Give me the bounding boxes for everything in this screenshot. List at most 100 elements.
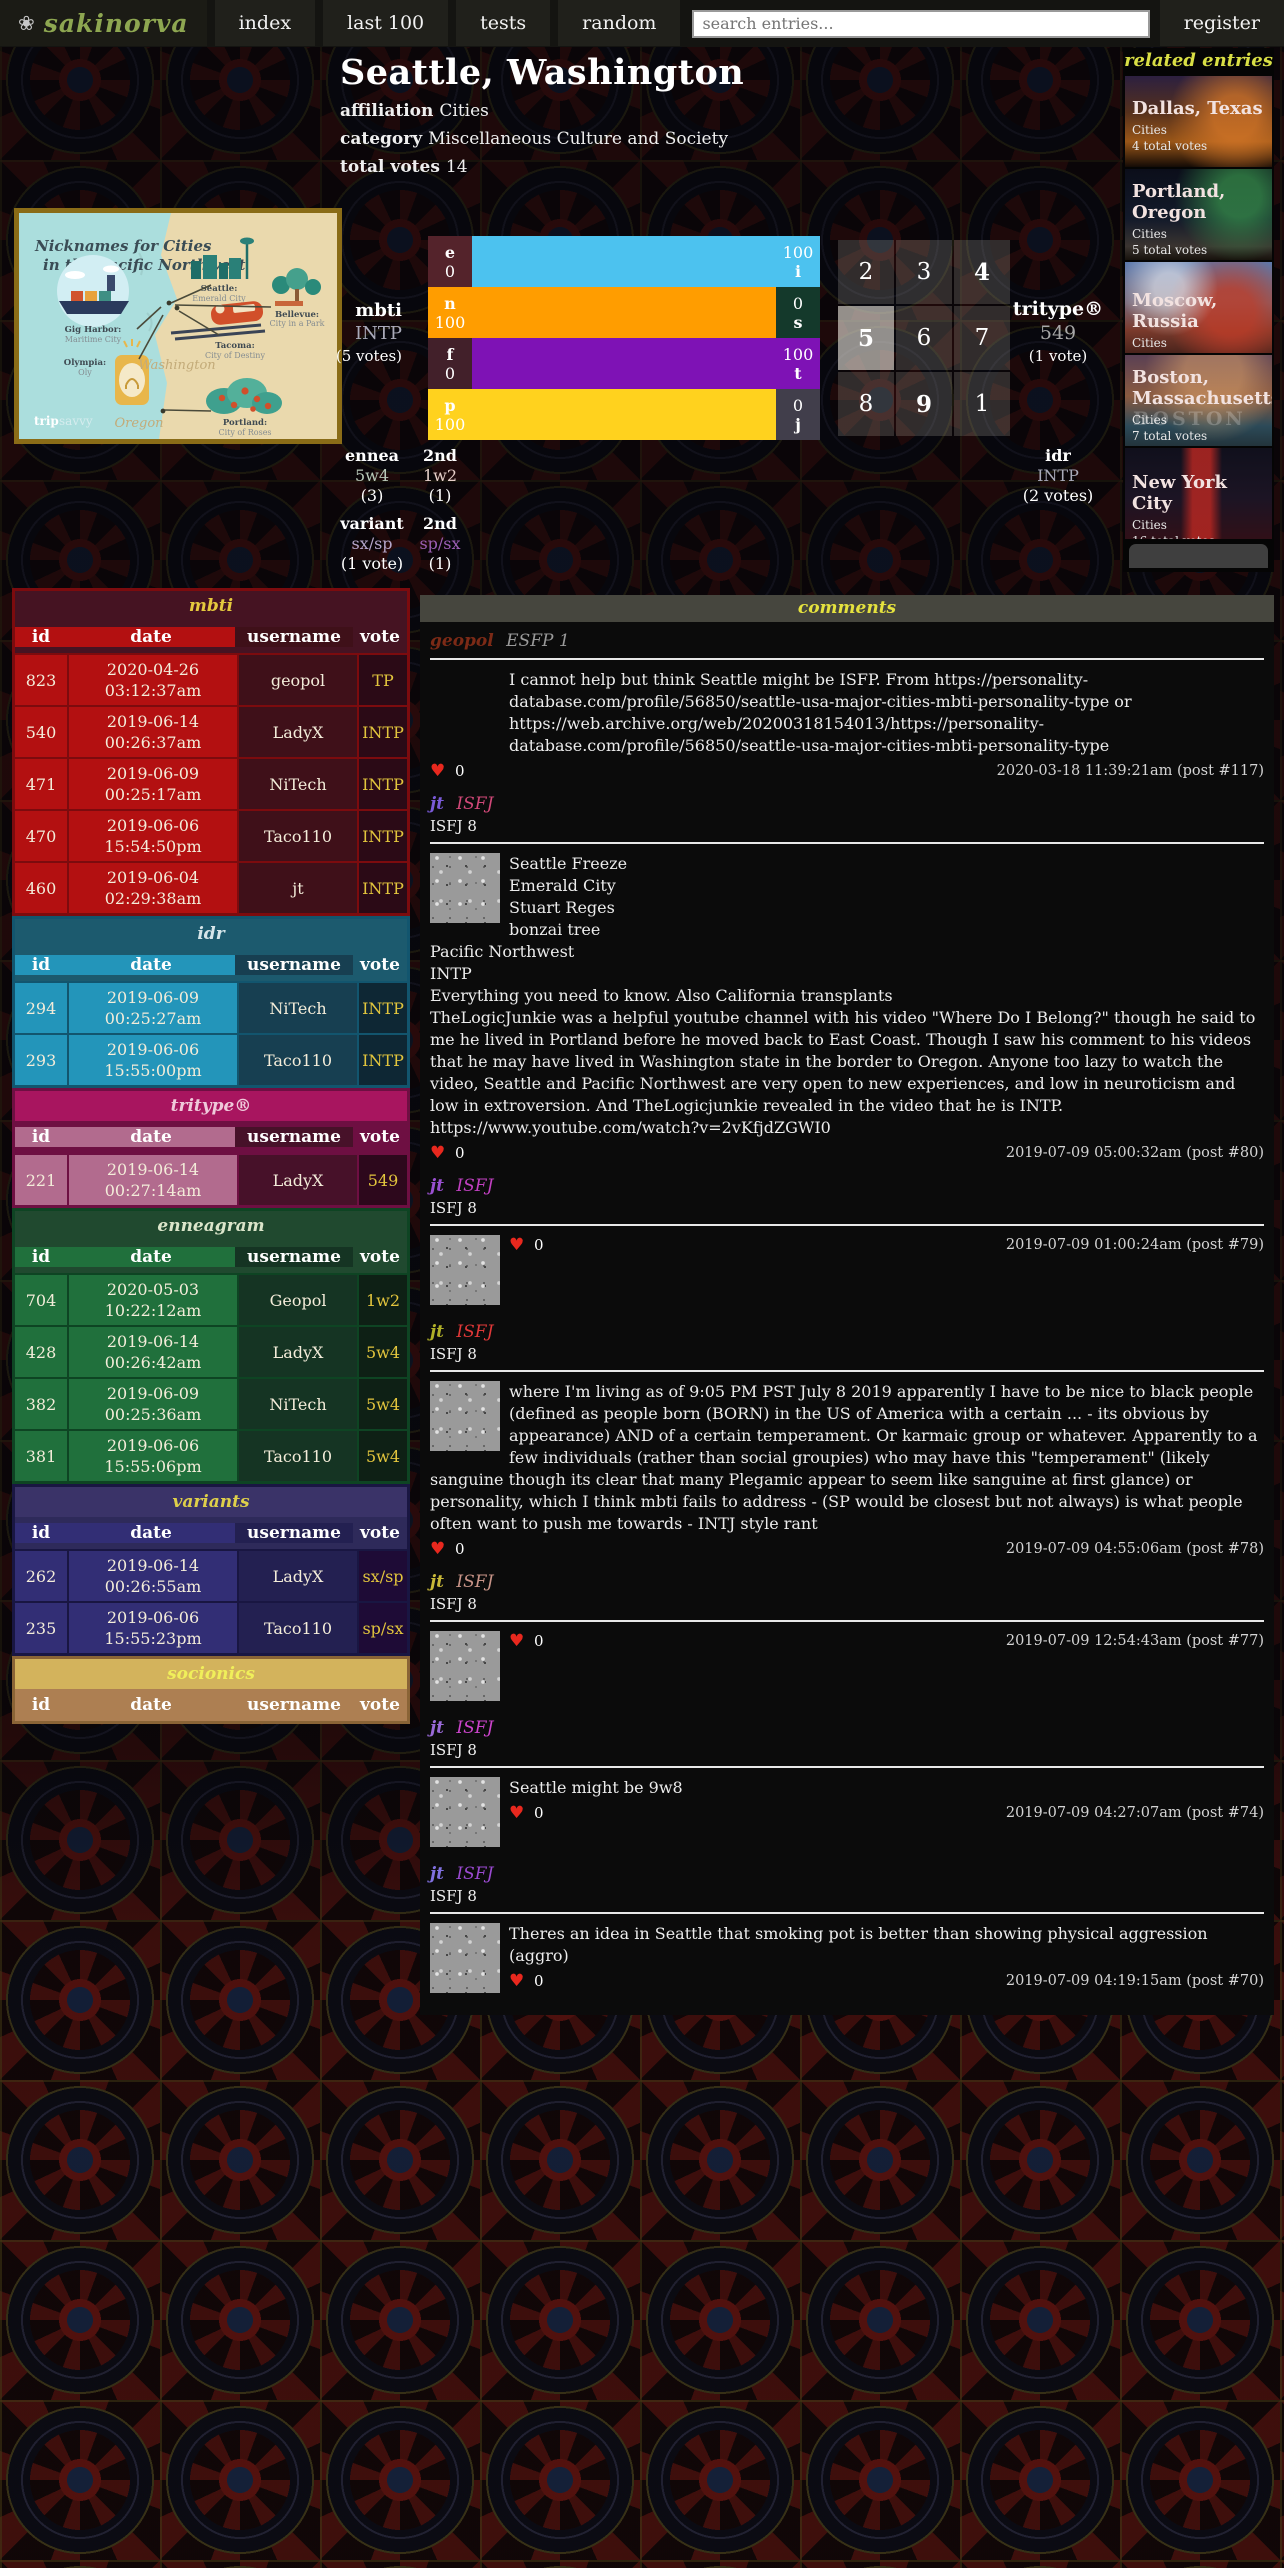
comment-user-type: ESFP 1 [506,631,570,651]
comment-divider [430,1766,1264,1768]
comment-divider [430,658,1264,660]
comment-username[interactable]: jt [430,1718,445,1738]
comment: geopol ESFP 1 I cannot help but think Se… [420,622,1274,785]
table-row: 294 2019-06-09 00:25:27am NiTech INTP [15,981,407,1033]
like-count: 0 [534,1804,544,1822]
svg-text:Portland:: Portland: [223,418,267,428]
svg-text:City of Roses: City of Roses [218,428,271,437]
comment-username[interactable]: jt [430,1572,445,1592]
comment-user-subtype: ISFJ 8 [430,1595,477,1613]
svg-text:Seattle:: Seattle: [201,284,238,294]
comment-timestamp: 2019-07-09 01:00:24am (post #79) [1005,1237,1264,1253]
comment: jt ISFJ ISFJ 8 ♥ 0 2019-07-09 01:00:24am… [420,1167,1274,1313]
svg-text:Maritime City: Maritime City [65,335,122,344]
grid-cell-2: 2 [838,240,894,304]
nav-item-last-100[interactable]: last 100 [323,0,449,46]
comment-divider [430,1224,1264,1226]
logo[interactable]: ❀ sakinorva [0,0,207,46]
tritype-grid: 2 3 4 5 6 7 8 9 1 [838,240,1010,436]
svg-text:savvy: savvy [59,414,93,428]
table-enneagram: enneagram id date username vote 704 2020-05-… [12,1208,410,1484]
like-count: 0 [455,762,465,780]
comment-username[interactable]: geopol [430,631,494,651]
heart-icon[interactable]: ♥ [509,1631,525,1651]
comment-user-type: ISFJ [456,1176,494,1196]
comment-body: Seattle Freeze Emerald City Stuart Reges… [430,854,1256,1137]
comment-timestamp: 2019-07-09 04:55:06am (post #78) [1005,1541,1264,1557]
comment-user-subtype: ISFJ 8 [430,1887,477,1905]
heart-icon[interactable]: ♥ [509,1803,525,1823]
table-row: 235 2019-06-06 15:55:23pm Taco110 sp/sx [15,1601,407,1653]
mbti-result: INTP [355,323,402,344]
related-card-new-york[interactable]: New York City Cities 16 total votes [1125,448,1272,539]
comment-user-type: ISFJ [456,794,494,814]
comment-username[interactable]: jt [430,1864,445,1884]
comment: jt ISFJ ISFJ 8 Seattle might be 9w8 ♥ 0 … [420,1709,1274,1855]
stat-ennea-2nd: 2nd 1w2 (1) [422,446,458,505]
search-input[interactable] [692,9,1150,38]
table-row: 470 2019-06-06 15:54:50pm Taco110 INTP [15,809,407,861]
nav-item-index[interactable]: index [214,0,316,46]
related-footer-bar [1129,544,1268,568]
nav-item-tests[interactable]: tests [456,0,551,46]
comment-username[interactable]: jt [430,1322,445,1342]
related-card-moscow[interactable]: Moscow, Russia Cities 0 total votes [1125,262,1272,353]
entry-header: Seattle, Washington affiliation Cities ca… [340,52,744,177]
related-card-portland[interactable]: Portland, Oregon Cities 5 total votes [1125,169,1272,260]
gig-harbor-illustration [57,255,129,327]
table-row: 428 2019-06-14 00:26:42am LadyX 5w4 [15,1325,407,1377]
comment-timestamp: 2019-07-09 04:27:07am (post #74) [1005,1805,1264,1821]
comment-divider [430,1620,1264,1622]
avatar [430,1235,500,1305]
heart-icon[interactable]: ♥ [430,761,446,781]
comment-divider [430,1912,1264,1914]
comments-title: comments [420,595,1274,622]
like-count: 0 [534,1236,544,1254]
heart-icon[interactable]: ♥ [430,1143,446,1163]
register-button[interactable]: register [1159,0,1284,46]
tritype-label: tritype® 549 (1 vote) [1002,298,1114,365]
comment: jt ISFJ ISFJ 8 ♥ 0 2019-07-09 12:54:43am… [420,1563,1274,1709]
comment-timestamp: 2020-03-18 11:39:21am (post #117) [996,763,1264,779]
comment-username[interactable]: jt [430,794,445,814]
heart-icon[interactable]: ♥ [509,1971,525,1991]
ns-bar [472,287,776,338]
table-tritype: tritype® id date username vote 221 2019-06-1… [12,1088,410,1208]
table-variants: variants id date username vote 262 2019-06-1… [12,1484,410,1656]
boston-watermark: BOSTON [1133,408,1246,430]
comment-user-type: ISFJ [456,1718,494,1738]
comment-divider [430,842,1264,844]
page-title: Seattle, Washington [340,52,745,93]
heart-icon[interactable]: ♥ [430,1539,446,1559]
grid-cell-5: 5 [838,306,894,370]
grid-cell-4: 4 [954,240,1010,304]
comments-panel: comments geopol ESFP 1 I cannot help but… [420,595,1274,2015]
comment-user-type: ISFJ [456,1572,494,1592]
comment-user-type: ISFJ [456,1864,494,1884]
related-card-dallas[interactable]: Dallas, Texas Cities 4 total votes [1125,76,1272,167]
comment-user-subtype: ISFJ 8 [430,817,477,835]
related-card-boston[interactable]: BOSTON Boston, Massachusetts Cities 7 to… [1125,355,1272,446]
comment: jt ISFJ ISFJ 8 where I'm living as of 9:… [420,1313,1274,1563]
nav-item-random[interactable]: random [558,0,681,46]
comment-username[interactable]: jt [430,1176,445,1196]
table-row: 704 2020-05-03 10:22:12am Geopol 1w2 [15,1273,407,1325]
svg-text:Oregon: Oregon [114,416,163,431]
comment-timestamp: 2019-07-09 12:54:43am (post #77) [1005,1633,1264,1649]
total-votes-field: total votes 14 [340,157,468,177]
comment-user-type: ISFJ [456,1322,494,1342]
comment-user-subtype: ISFJ 8 [430,1199,477,1217]
tritype-result: 549 [1039,322,1077,344]
comment-timestamp: 2019-07-09 05:00:32am (post #80) [1005,1145,1264,1161]
ei-bar [472,236,776,287]
heart-icon[interactable]: ♥ [509,1235,525,1255]
category-field: category Miscellaneous Culture and Societ… [340,129,729,149]
ft-bar [472,338,776,389]
table-idr: idr id date username vote 294 2019-06-09 00:… [12,916,410,1088]
comment-body: where I'm living as of 9:05 PM PST July … [430,1382,1258,1533]
pj-bar [472,389,776,440]
